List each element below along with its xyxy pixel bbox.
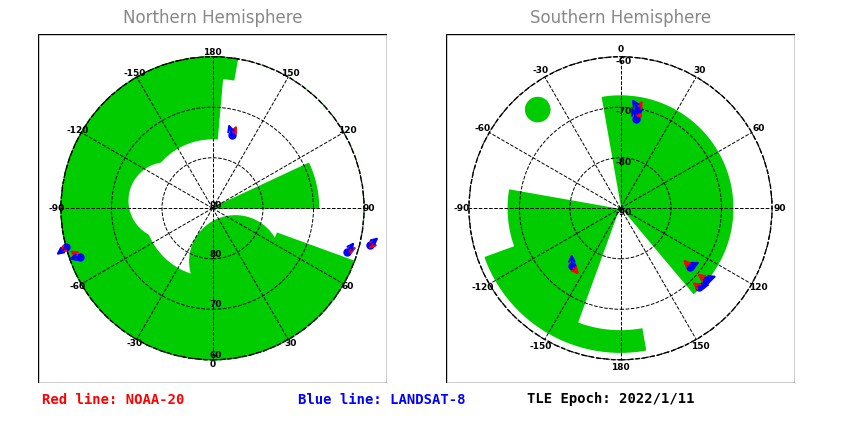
Circle shape bbox=[61, 57, 364, 360]
Text: 180: 180 bbox=[611, 363, 630, 372]
Text: 90: 90 bbox=[209, 201, 222, 210]
Text: 150: 150 bbox=[281, 68, 300, 78]
Polygon shape bbox=[485, 208, 645, 352]
Text: 80: 80 bbox=[209, 250, 222, 259]
Text: -60: -60 bbox=[474, 124, 490, 133]
Text: -60: -60 bbox=[70, 282, 85, 291]
Text: 60: 60 bbox=[209, 351, 222, 360]
Text: 30: 30 bbox=[285, 339, 297, 348]
Text: 30: 30 bbox=[694, 66, 706, 75]
Text: 90: 90 bbox=[362, 204, 375, 213]
Polygon shape bbox=[190, 216, 280, 307]
Text: 180: 180 bbox=[203, 48, 222, 57]
Text: -30: -30 bbox=[533, 66, 549, 75]
Polygon shape bbox=[502, 89, 620, 208]
Text: 0: 0 bbox=[617, 45, 624, 54]
Polygon shape bbox=[212, 80, 286, 208]
Text: -90: -90 bbox=[48, 204, 65, 213]
Text: -70: -70 bbox=[615, 107, 632, 116]
Circle shape bbox=[144, 140, 280, 276]
Polygon shape bbox=[212, 59, 343, 208]
Text: -60: -60 bbox=[615, 57, 632, 66]
Circle shape bbox=[507, 95, 734, 322]
Text: 150: 150 bbox=[691, 342, 710, 351]
Text: TLE Epoch: 2022/1/11: TLE Epoch: 2022/1/11 bbox=[527, 393, 694, 406]
Title: Northern Hemisphere: Northern Hemisphere bbox=[122, 9, 303, 27]
Text: 0: 0 bbox=[209, 360, 216, 369]
Text: Red line: NOAA-20: Red line: NOAA-20 bbox=[42, 393, 184, 406]
Title: Southern Hemisphere: Southern Hemisphere bbox=[530, 9, 711, 27]
Polygon shape bbox=[212, 164, 319, 208]
Polygon shape bbox=[579, 208, 699, 329]
Text: -150: -150 bbox=[123, 68, 145, 78]
Text: Blue line: LANDSAT-8: Blue line: LANDSAT-8 bbox=[298, 393, 465, 406]
Text: -90: -90 bbox=[615, 208, 632, 217]
Text: 120: 120 bbox=[749, 283, 768, 292]
Polygon shape bbox=[525, 97, 550, 122]
Text: -30: -30 bbox=[127, 339, 143, 348]
Text: 60: 60 bbox=[752, 124, 764, 133]
Polygon shape bbox=[212, 133, 364, 260]
Text: -80: -80 bbox=[615, 158, 632, 167]
Text: -120: -120 bbox=[472, 283, 494, 292]
Text: 70: 70 bbox=[209, 300, 222, 309]
Polygon shape bbox=[129, 163, 205, 238]
Polygon shape bbox=[469, 57, 772, 360]
Text: -90: -90 bbox=[453, 204, 469, 213]
Text: 90: 90 bbox=[774, 204, 786, 213]
Text: 60: 60 bbox=[342, 282, 354, 291]
Circle shape bbox=[61, 57, 364, 360]
Text: -120: -120 bbox=[66, 126, 88, 135]
Text: 120: 120 bbox=[338, 126, 357, 135]
Text: -150: -150 bbox=[530, 342, 552, 351]
Circle shape bbox=[469, 57, 772, 360]
